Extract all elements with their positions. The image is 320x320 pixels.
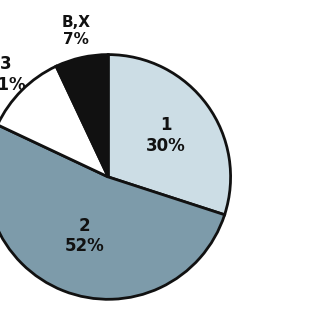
Wedge shape: [0, 66, 108, 177]
Wedge shape: [108, 55, 231, 215]
Wedge shape: [0, 125, 225, 299]
Text: 3
11%: 3 11%: [0, 55, 26, 94]
Wedge shape: [56, 55, 108, 177]
Text: B,X
7%: B,X 7%: [61, 15, 90, 47]
Text: 1
30%: 1 30%: [146, 116, 186, 155]
Text: 2
52%: 2 52%: [65, 217, 105, 255]
